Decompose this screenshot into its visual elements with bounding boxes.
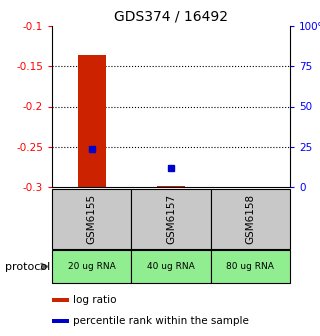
Bar — [211, 189, 290, 249]
Bar — [52, 298, 69, 302]
Bar — [78, 55, 106, 187]
Bar — [211, 250, 290, 283]
Bar — [131, 189, 211, 249]
Text: 80 ug RNA: 80 ug RNA — [226, 262, 274, 271]
Bar — [52, 250, 131, 283]
Bar — [131, 250, 211, 283]
Text: 20 ug RNA: 20 ug RNA — [68, 262, 116, 271]
Title: GDS374 / 16492: GDS374 / 16492 — [114, 9, 228, 24]
Bar — [52, 189, 131, 249]
Text: log ratio: log ratio — [73, 295, 117, 305]
Text: protocol: protocol — [5, 261, 50, 271]
Text: 40 ug RNA: 40 ug RNA — [147, 262, 195, 271]
Bar — [52, 319, 69, 323]
Text: GSM6158: GSM6158 — [245, 194, 255, 244]
Text: GSM6155: GSM6155 — [87, 194, 97, 244]
Text: percentile rank within the sample: percentile rank within the sample — [73, 316, 249, 326]
Bar — [157, 186, 185, 187]
Text: GSM6157: GSM6157 — [166, 194, 176, 244]
